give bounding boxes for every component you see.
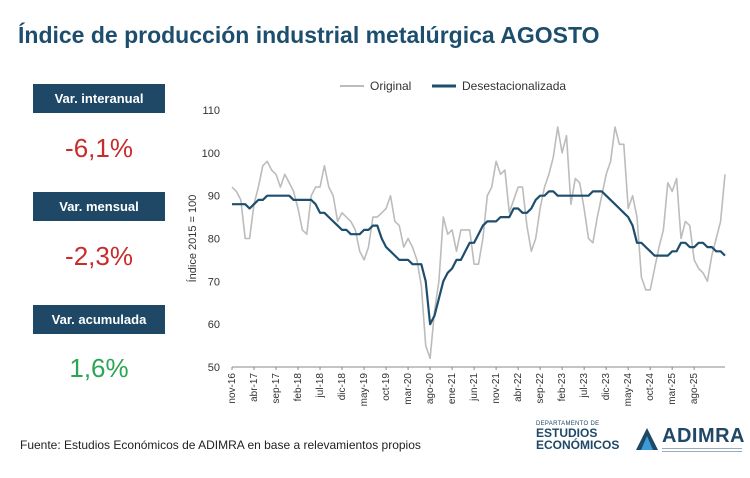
page-title: Índice de producción industrial metalúrg… <box>18 22 600 48</box>
stat-label-interanual: Var. interanual <box>33 84 165 113</box>
adimra-wordmark: ADIMRA <box>662 425 745 447</box>
x-tick-label-abr-22: abr-22 <box>513 373 524 402</box>
x-tick-label-dic-18: dic-18 <box>337 373 348 401</box>
y-tick-label-50: 50 <box>208 362 220 374</box>
adimra-tagline-lines <box>662 448 742 453</box>
y-tick-label-60: 60 <box>208 319 220 331</box>
x-tick-label-sep-17: sep-17 <box>271 373 282 404</box>
y-tick-label-110: 110 <box>202 105 220 117</box>
x-tick-label-may-24: may-24 <box>623 373 634 407</box>
stat-value-mensual: -2,3% <box>65 241 133 271</box>
series-line-original <box>231 126 726 360</box>
logo-ee-line2: ECONÓMICOS <box>536 438 620 452</box>
legend-label-original: Original <box>370 79 411 93</box>
x-tick-label-jun-21: jun-21 <box>469 373 480 402</box>
line-chart: 50 60 70 80 90 100 110 Índice 2015 = 100 nov-16 a… <box>186 79 726 407</box>
x-tick-label-ene-21: ene-21 <box>447 373 458 405</box>
y-tick-label-80: 80 <box>208 234 220 246</box>
x-tick-label-jul-18: jul-18 <box>315 373 326 399</box>
x-tick-label-abr-17: abr-17 <box>249 373 260 402</box>
logo-ee-small: DEPARTAMENTO DE <box>536 421 600 427</box>
x-tick-label-dic-23: dic-23 <box>601 373 612 401</box>
stat-label-acumulada: Var. acumulada <box>33 305 165 334</box>
x-tick-label-jul-23: jul-23 <box>579 373 590 399</box>
x-tick-label-ago-25: ago-25 <box>689 373 700 405</box>
x-tick-label-feb-23: feb-23 <box>557 373 568 402</box>
y-tick-label-90: 90 <box>208 191 220 203</box>
x-tick-label-nov-16: nov-16 <box>227 373 238 404</box>
x-tick-label-nov-21: nov-21 <box>491 373 502 404</box>
legend-label-desestacionalizada: Desestacionalizada <box>462 79 566 93</box>
stat-label-mensual: Var. mensual <box>33 192 165 221</box>
logo-ee-line1: ESTUDIOS <box>536 426 598 440</box>
x-tick-label-sep-22: sep-22 <box>535 373 546 404</box>
x-tick-label-feb-18: feb-18 <box>293 373 304 402</box>
y-axis-label: Índice 2015 = 100 <box>186 195 199 283</box>
x-tick-label-oct-19: oct-19 <box>381 373 392 401</box>
adimra-mark-icon <box>636 428 658 450</box>
estudios-economicos-logo: DEPARTAMENTO DE ESTUDIOS ECONÓMICOS <box>536 421 626 451</box>
y-tick-label-70: 70 <box>208 276 220 288</box>
x-tick-label-ago-20: ago-20 <box>425 373 436 405</box>
x-tick-label-may-19: may-19 <box>359 373 370 407</box>
series-line-desestacionalizada <box>232 190 726 326</box>
stat-value-acumulada: 1,6% <box>69 353 129 383</box>
x-tick-label-oct-24: oct-24 <box>645 373 656 401</box>
stat-value-interanual: -6,1% <box>65 133 133 163</box>
x-tick-label-mar-20: mar-20 <box>403 373 414 405</box>
adimra-logo: ADIMRA <box>634 424 745 458</box>
x-tick-label-mar-25: mar-25 <box>667 373 678 405</box>
footer-source: Fuente: Estudios Económicos de ADIMRA en… <box>20 438 421 452</box>
y-tick-label-100: 100 <box>202 148 220 160</box>
